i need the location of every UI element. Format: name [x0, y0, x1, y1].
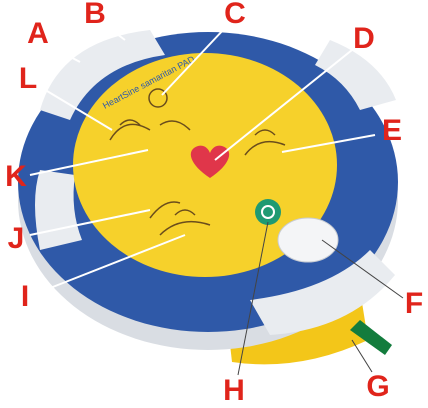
label-letter: L	[19, 62, 37, 95]
label-letter: E	[382, 114, 402, 147]
label-letter: B	[84, 0, 106, 30]
label-letter: G	[366, 370, 389, 403]
label-letter: H	[223, 374, 245, 407]
speaker	[278, 218, 338, 262]
pointer-line	[352, 340, 372, 372]
label-letter: F	[405, 287, 423, 320]
page: HeartSine samaritan PAD A B C D E F G H …	[0, 0, 428, 408]
shock-button	[255, 199, 281, 225]
label-letter: K	[5, 160, 27, 193]
label-letter: I	[21, 280, 29, 313]
pointer-line	[48, 45, 80, 62]
label-letter: A	[27, 17, 49, 50]
label-letter: C	[224, 0, 246, 30]
label-letter: J	[8, 222, 25, 255]
label-letter: D	[353, 22, 375, 55]
